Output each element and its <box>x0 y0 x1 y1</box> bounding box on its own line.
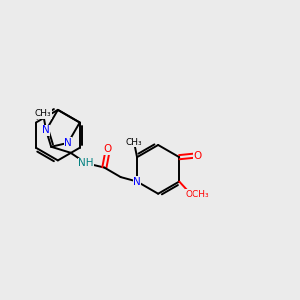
Text: NH: NH <box>78 158 94 168</box>
Text: CH₃: CH₃ <box>126 138 142 147</box>
Text: CH₃: CH₃ <box>35 110 51 118</box>
Text: OCH₃: OCH₃ <box>185 190 209 199</box>
Text: O: O <box>194 151 202 161</box>
Text: N: N <box>64 138 72 148</box>
Text: N: N <box>42 125 50 135</box>
Text: N: N <box>133 176 141 187</box>
Text: O: O <box>103 144 111 154</box>
